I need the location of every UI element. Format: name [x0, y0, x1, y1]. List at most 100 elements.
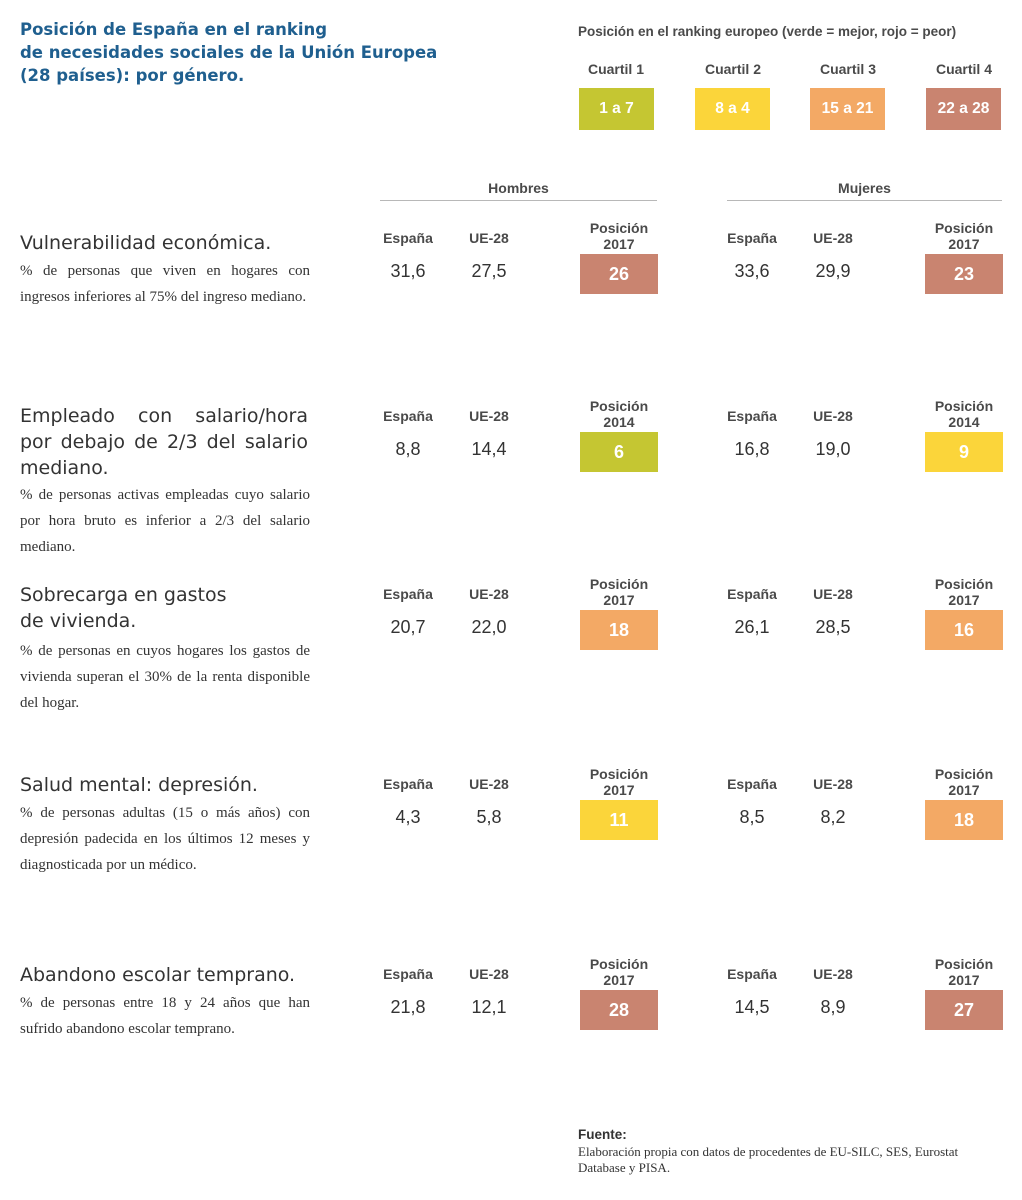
- value-men-spain: 31,6: [390, 261, 426, 281]
- position-badge-men: 11: [580, 800, 658, 840]
- column-header-spain: España: [383, 776, 433, 792]
- position-header: Posición 2017: [580, 956, 658, 988]
- position-header-label: Posición: [934, 220, 994, 236]
- position-header-year: 2014: [603, 414, 635, 430]
- value-men-eu: 12,1: [471, 997, 507, 1017]
- value-women-eu: 8,2: [820, 807, 846, 827]
- position-header: Posición 2017: [580, 766, 658, 798]
- value-women-eu: 8,9: [820, 997, 846, 1017]
- column-header-eu: UE-28: [813, 966, 853, 982]
- position-badge-women: 23: [925, 254, 1003, 294]
- legend-heading: Posición en el ranking europeo (verde = …: [578, 24, 957, 39]
- position-header-label: Posición: [589, 956, 649, 972]
- indicator-title: Empleado con salario/hora por debajo de …: [20, 405, 308, 479]
- indicator-title: Abandono escolar temprano.: [20, 964, 296, 986]
- column-header-eu: UE-28: [813, 230, 853, 246]
- indicator-description: % de personas activas empleadas cuyo sal…: [20, 487, 310, 555]
- position-header: Posición 2017: [925, 766, 1003, 798]
- position-header: Posición 2014: [580, 398, 658, 430]
- indicator-description: % de personas en cuyos hogares los gasto…: [20, 643, 310, 711]
- position-header-year: 2017: [948, 236, 980, 252]
- position-badge-women: 18: [925, 800, 1003, 840]
- value-women-spain: 26,1: [734, 617, 770, 637]
- legend-quartile-label: Cuartil 2: [704, 61, 761, 77]
- column-header-spain: España: [727, 230, 777, 246]
- value-women-eu: 19,0: [815, 439, 851, 459]
- value-women-spain: 33,6: [734, 261, 770, 281]
- position-header-label: Posición: [589, 576, 649, 592]
- column-header-spain: España: [383, 230, 433, 246]
- group-divider: [727, 200, 1002, 201]
- group-label-women: Mujeres: [838, 180, 891, 196]
- position-header: Posición 2017: [580, 220, 658, 252]
- position-badge-men: 6: [580, 432, 658, 472]
- source-label: Fuente:: [578, 1127, 627, 1142]
- column-header-eu: UE-28: [469, 776, 509, 792]
- value-women-spain: 8,5: [739, 807, 765, 827]
- legend-quartile-swatch: 8 a 4: [695, 88, 770, 130]
- value-men-eu: 14,4: [471, 439, 507, 459]
- value-men-eu: 5,8: [476, 807, 502, 827]
- column-header-spain: España: [727, 586, 777, 602]
- value-men-spain: 21,8: [390, 997, 426, 1017]
- position-header: Posición 2017: [925, 576, 1003, 608]
- column-header-spain: España: [727, 776, 777, 792]
- position-header-label: Posición: [589, 398, 649, 414]
- group-label-men: Hombres: [488, 180, 549, 196]
- indicator-title: Vulnerabilidad económica.: [20, 232, 272, 254]
- position-header-label: Posición: [934, 766, 994, 782]
- position-header-year: 2017: [603, 972, 635, 988]
- legend-quartile-swatch: 15 a 21: [810, 88, 885, 130]
- value-men-spain: 8,8: [395, 439, 421, 459]
- title-line: de necesidades sociales de la Unión Euro…: [20, 43, 438, 62]
- column-header-spain: España: [727, 966, 777, 982]
- chart-title: Posición de España en el ranking de nece…: [20, 18, 440, 87]
- indicator-title: Sobrecarga en gastos de vivienda.: [20, 584, 227, 632]
- position-badge-men: 28: [580, 990, 658, 1030]
- column-header-eu: UE-28: [469, 230, 509, 246]
- position-header-year: 2017: [948, 972, 980, 988]
- position-badge-women: 27: [925, 990, 1003, 1030]
- legend-quartile-swatch: 22 a 28: [926, 88, 1001, 130]
- column-header-spain: España: [727, 408, 777, 424]
- column-header-spain: España: [383, 966, 433, 982]
- legend-quartile-label: Cuartil 3: [819, 61, 876, 77]
- group-divider: [380, 200, 657, 201]
- indicator-title: Salud mental: depresión.: [20, 774, 258, 796]
- column-header-eu: UE-28: [813, 408, 853, 424]
- column-header-spain: España: [383, 586, 433, 602]
- position-header-label: Posición: [589, 220, 649, 236]
- title-line: Posición de España en el ranking: [20, 20, 328, 39]
- column-header-spain: España: [383, 408, 433, 424]
- position-badge-women: 9: [925, 432, 1003, 472]
- position-badge-women: 16: [925, 610, 1003, 650]
- position-header-year: 2017: [603, 592, 635, 608]
- position-header-label: Posición: [589, 766, 649, 782]
- legend-quartile-label: Cuartil 1: [587, 61, 644, 77]
- column-header-eu: UE-28: [813, 776, 853, 792]
- legend-quartile-label: Cuartil 4: [935, 61, 992, 77]
- position-badge-men: 26: [580, 254, 658, 294]
- column-header-eu: UE-28: [813, 586, 853, 602]
- title-line: (28 países): por género.: [20, 66, 245, 85]
- position-header-year: 2017: [603, 782, 635, 798]
- value-women-spain: 14,5: [734, 997, 770, 1017]
- position-badge-men: 18: [580, 610, 658, 650]
- value-women-eu: 28,5: [815, 617, 851, 637]
- value-women-spain: 16,8: [734, 439, 770, 459]
- value-men-spain: 20,7: [390, 617, 426, 637]
- indicator-description: % de personas que viven en hogares con i…: [20, 263, 310, 305]
- value-men-eu: 22,0: [471, 617, 507, 637]
- position-header-year: 2017: [603, 236, 635, 252]
- position-header: Posición 2017: [580, 576, 658, 608]
- position-header: Posición 2014: [925, 398, 1003, 430]
- column-header-eu: UE-28: [469, 586, 509, 602]
- position-header: Posición 2017: [925, 220, 1003, 252]
- legend-quartile-swatch: 1 a 7: [579, 88, 654, 130]
- value-women-eu: 29,9: [815, 261, 851, 281]
- value-men-spain: 4,3: [395, 807, 421, 827]
- position-header-label: Posición: [934, 956, 994, 972]
- column-header-eu: UE-28: [469, 966, 509, 982]
- position-header-year: 2017: [948, 592, 980, 608]
- value-men-eu: 27,5: [471, 261, 507, 281]
